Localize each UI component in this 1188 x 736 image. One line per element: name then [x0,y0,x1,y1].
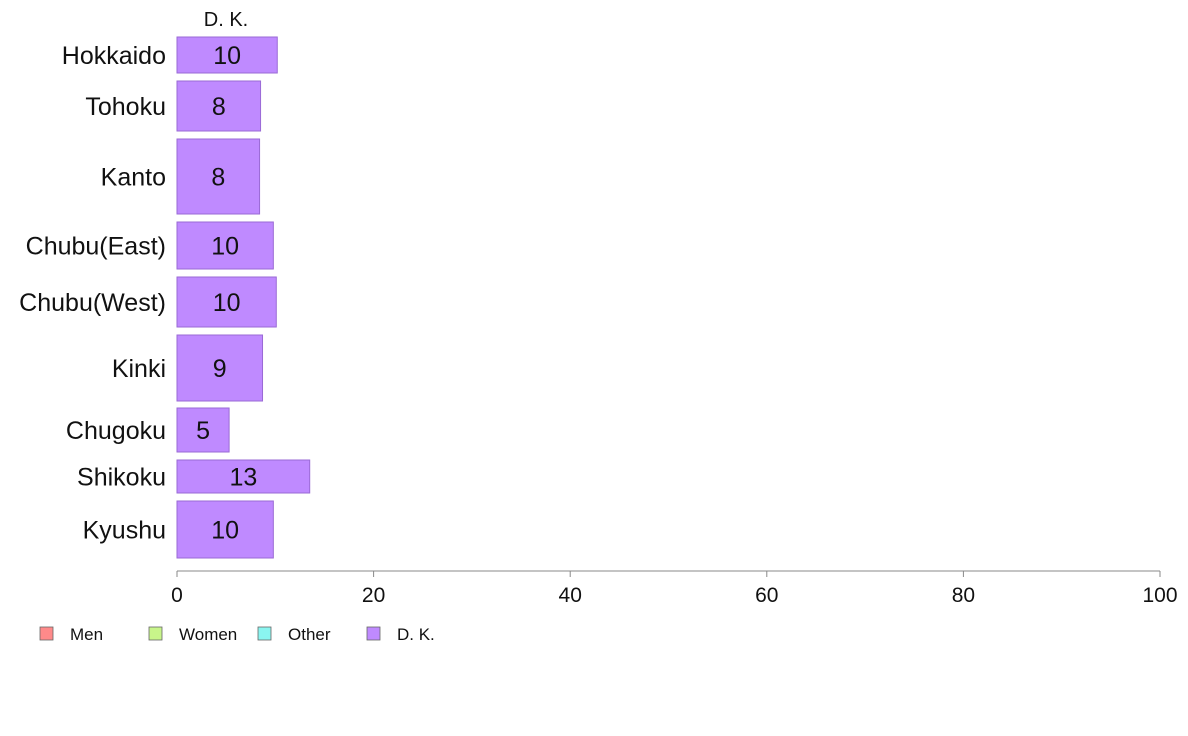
category-label: Hokkaido [62,42,166,70]
bar [176,276,277,328]
category-label: Chubu(East) [26,233,166,261]
category-label: Chubu(West) [19,289,166,317]
bar [176,459,311,494]
bar [176,221,274,270]
category-label: Shikoku [77,464,166,492]
bar [176,80,262,132]
bars-group: 10 8 8 10 10 9 5 13 10 [176,36,311,559]
series-title: D. K. [204,9,248,31]
value-label: 8 [211,164,225,192]
value-label: 10 [211,233,239,261]
legend-label: D. K. [397,625,435,644]
x-tick-label: 100 [1142,584,1177,607]
legend: Men Women Other D. K. [39,625,435,644]
x-tick-label: 40 [559,584,582,607]
bar [176,334,264,402]
category-labels: Hokkaido Tohoku Kanto Chubu(East) Chubu(West… [19,42,166,545]
category-label: Kinki [112,355,166,383]
bar [176,138,261,215]
value-label: 13 [229,464,257,492]
value-label: 8 [212,93,226,121]
value-label: 10 [213,42,241,70]
legend-swatch [257,626,272,641]
legend-swatch [39,626,54,641]
category-label: Kanto [101,164,166,192]
legend-label: Women [179,625,237,644]
value-label: 10 [211,517,239,545]
x-tick-label: 0 [171,584,183,607]
value-label: 5 [196,417,210,445]
category-label: Kyushu [83,517,166,545]
legend-swatch [148,626,163,641]
value-label: 9 [213,355,227,383]
legend-swatch [366,626,381,641]
bar [176,36,278,74]
category-label: Tohoku [85,93,166,121]
category-label: Chugoku [66,417,166,445]
legend-label: Men [70,625,103,644]
x-axis: 0 20 40 60 80 100 [171,570,1178,607]
legend-label: Other [288,625,331,644]
x-tick-label: 80 [952,584,975,607]
x-tick-label: 60 [755,584,778,607]
value-label: 10 [213,289,241,317]
bar [176,407,230,453]
x-tick-label: 20 [362,584,385,607]
bar [176,500,274,559]
